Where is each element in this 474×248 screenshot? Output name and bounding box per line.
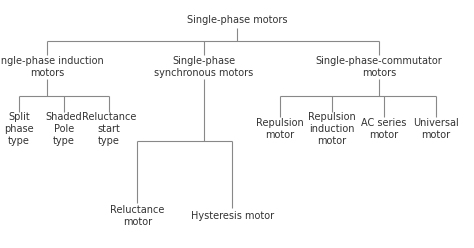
Text: Repulsion
motor: Repulsion motor — [256, 118, 303, 140]
Text: Shaded
Pole
type: Shaded Pole type — [46, 112, 82, 146]
Text: Reluctance
start
type: Reluctance start type — [82, 112, 136, 146]
Text: Single-phase motors: Single-phase motors — [187, 15, 287, 25]
Text: Universal
motor: Universal motor — [413, 118, 459, 140]
Text: Single-phase induction
motors: Single-phase induction motors — [0, 56, 103, 78]
Text: Single-phase
synchronous motors: Single-phase synchronous motors — [154, 56, 254, 78]
Text: Repulsion
induction
motor: Repulsion induction motor — [308, 112, 356, 146]
Text: Split
phase
type: Split phase type — [4, 112, 34, 146]
Text: Single-phase-commutator
motors: Single-phase-commutator motors — [316, 56, 443, 78]
Text: Reluctance
motor: Reluctance motor — [110, 205, 164, 227]
Text: Hysteresis motor: Hysteresis motor — [191, 211, 274, 221]
Text: AC series
motor: AC series motor — [361, 118, 407, 140]
